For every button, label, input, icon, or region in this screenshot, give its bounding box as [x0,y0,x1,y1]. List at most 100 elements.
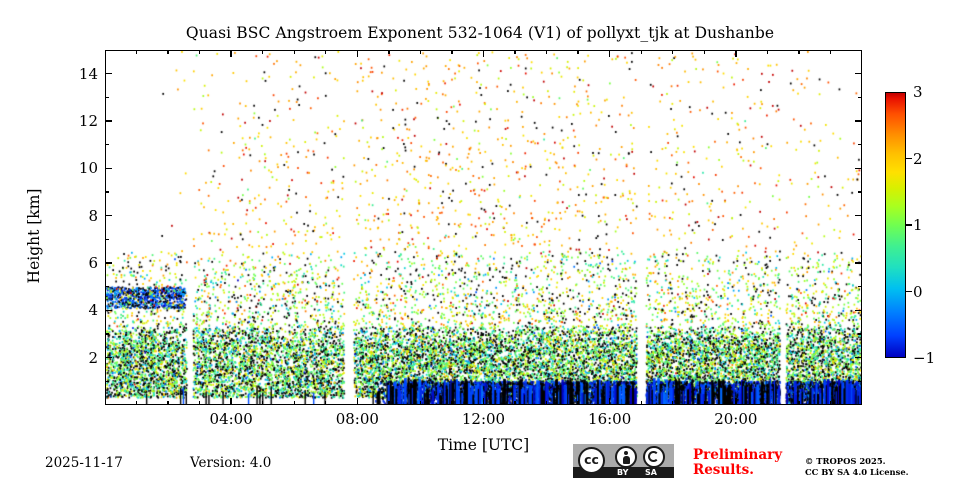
y-major-tick-right [855,72,862,75]
creative-commons-badge-icon: cc BY SA [573,444,674,478]
x-minor-tick-top [388,50,390,54]
scatter-data-layer [106,51,861,404]
footer-version: Version: 4.0 [190,455,272,471]
x-major-tick [735,398,737,405]
x-minor-tick-top [672,50,674,54]
y-major-tick [105,262,112,264]
x-minor-tick [829,401,832,405]
y-tick-label: 6 [88,254,98,272]
x-major-tick-top [230,50,232,57]
x-minor-tick-top [419,50,422,54]
x-tick-label: 12:00 [461,410,506,428]
copyright-line-2: CC BY SA 4.0 License. [805,467,909,477]
x-axis-label: Time [UTC] [437,436,530,454]
colorbar-tick-label: 0 [913,282,923,301]
colorbar-tick [906,157,912,160]
x-tick-label: 04:00 [209,410,253,428]
y-tick-label: 14 [78,64,98,83]
y-major-tick-right [855,262,862,264]
y-minor-tick [105,191,109,193]
x-minor-tick [419,401,422,405]
y-minor-tick-right [858,191,862,193]
copyright-line-1: © TROPOS 2025. [805,456,886,466]
x-minor-tick-top [545,50,548,54]
y-tick-label: 4 [88,301,98,320]
y-tick-labels: 2 4 6 8 10 12 14 [46,0,98,480]
x-minor-tick [167,401,169,405]
y-axis-label: Height [km] [25,188,43,284]
x-minor-tick [135,401,138,405]
colorbar-tick-label: −1 [913,349,936,367]
y-major-tick [105,214,112,217]
x-major-tick-top [735,50,737,57]
y-minor-tick [105,380,109,383]
x-minor-tick-top [325,50,327,54]
y-minor-tick [105,333,109,335]
preliminary-line-1: Preliminary [693,447,783,463]
colorbar-tick-label: 2 [913,149,923,168]
y-minor-tick [105,238,109,241]
y-major-tick-right [855,120,862,122]
x-major-tick [230,398,232,405]
x-minor-tick [451,401,453,405]
x-minor-tick-top [514,50,516,54]
cc-icon: cc [578,447,605,474]
x-minor-tick-top [829,50,832,54]
x-minor-tick-top [198,50,201,54]
cc-by-label: BY [617,468,629,477]
page-title: Quasi BSC Angstroem Exponent 532-1064 (V… [185,24,775,42]
colorbar [885,92,906,358]
x-minor-tick [766,401,769,405]
colorbar-tick [906,224,912,226]
cc-sa-sharealike-icon [643,446,665,468]
cc-by-person-icon [615,446,637,468]
y-minor-tick-right [858,333,862,335]
x-minor-tick [293,401,295,405]
x-minor-tick-top [293,50,295,54]
x-major-tick-top [482,50,485,57]
x-tick-label: 20:00 [714,410,758,428]
x-major-tick [608,398,611,405]
y-tick-label: 10 [78,159,98,178]
y-minor-tick-right [858,238,862,241]
x-minor-tick-top [798,50,800,54]
y-tick-label: 8 [88,206,98,225]
cc-sa-label: SA [645,468,657,477]
x-major-tick-top [608,50,611,57]
x-minor-tick [325,401,327,405]
x-minor-tick-top [167,50,169,54]
colorbar-gradient [886,93,905,357]
colorbar-tick-label: 1 [913,216,923,234]
x-tick-label: 16:00 [588,410,632,428]
x-minor-tick [798,401,800,405]
y-minor-tick-right [858,285,862,288]
y-major-tick [105,167,112,170]
preliminary-results-note: Preliminary Results. [693,448,782,478]
x-minor-tick-top [451,50,453,54]
x-minor-tick [703,401,705,405]
x-major-tick [482,398,485,405]
y-major-tick [105,309,112,312]
y-minor-tick [105,96,109,99]
x-minor-tick [514,401,516,405]
y-minor-tick [105,143,109,146]
copyright-note: © TROPOS 2025. CC BY SA 4.0 License. [805,456,909,478]
x-minor-tick-top [135,50,138,54]
y-minor-tick [105,285,109,288]
y-major-tick-right [855,214,862,217]
y-minor-tick-right [858,96,862,99]
y-tick-label: 12 [78,112,98,130]
y-minor-tick-right [858,143,862,146]
x-minor-tick-top [577,50,579,54]
y-tick-label: 2 [88,348,98,367]
colorbar-tick-label: 3 [913,83,923,101]
y-major-tick [105,120,112,122]
x-minor-tick [388,401,390,405]
y-major-tick [105,72,112,75]
x-major-tick [356,398,359,405]
x-minor-tick-top [640,50,642,54]
colorbar-tick [906,290,912,293]
y-minor-tick-right [858,380,862,383]
preliminary-line-2: Results. [693,462,754,478]
